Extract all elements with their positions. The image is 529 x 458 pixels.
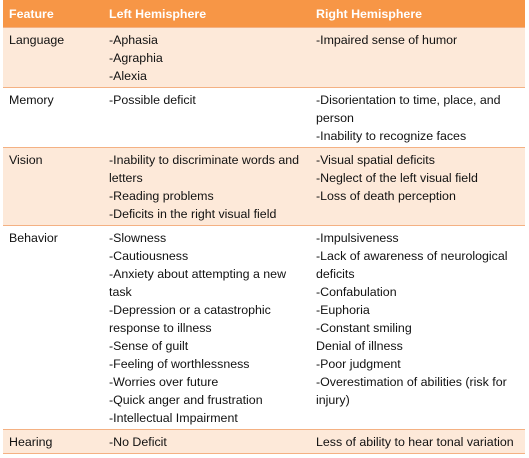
feature-cell: Language: [3, 27, 103, 88]
list-item: -Visual spatial deficits: [316, 153, 435, 167]
table-row: Behavior -Slowness -Cautiousness -Anxiety a…: [3, 225, 525, 430]
list-item: -Possible deficit: [109, 93, 196, 107]
left-hemisphere-cell: -Possible deficit: [103, 87, 310, 148]
table-row: Vision -Inability to discriminate words a…: [3, 147, 525, 226]
table-row: Language -Aphasia -Agraphia -Alexia -Impaire…: [3, 27, 525, 88]
list-item: -Aphasia: [109, 33, 158, 47]
list-item: -Anxiety about attempting a new task: [109, 267, 287, 299]
left-hemisphere-cell: -Aphasia -Agraphia -Alexia: [103, 27, 310, 88]
feature-cell: Memory: [3, 87, 103, 148]
list-item: -Loss of death perception: [316, 189, 456, 203]
list-item: -Sense of guilt: [109, 339, 189, 353]
header-cell: Left Hemisphere: [103, 0, 310, 28]
left-hemisphere-cell: -No Deficit: [103, 429, 310, 454]
right-hemisphere-cell: -Impulsiveness -Lack of awareness of neur…: [310, 225, 525, 430]
list-item: -No Deficit: [109, 435, 167, 449]
list-item: -Poor judgment: [316, 357, 401, 371]
feature-cell: Behavior: [3, 225, 103, 430]
list-item: -Worries over future: [109, 375, 219, 389]
list-item: -Inability to discriminate words and let…: [109, 153, 300, 185]
list-item: -Deficits in the right visual field: [109, 207, 277, 221]
header-cell: Feature: [3, 0, 103, 28]
feature-cell: Vision: [3, 147, 103, 226]
header-row: Feature Left Hemisphere Right Hemisphere: [3, 0, 525, 28]
list-item: -Quick anger and frustration: [109, 393, 263, 407]
comparison-table: Feature Left Hemisphere Right Hemisphere L…: [3, 0, 525, 454]
list-item: -Impulsiveness: [316, 231, 399, 245]
header-cell: Right Hemisphere: [310, 0, 525, 28]
table-row: Hearing -No Deficit Less of ability to hea…: [3, 429, 525, 454]
list-item: -Neglect of the left visual field: [316, 171, 478, 185]
list-item: -Impaired sense of humor: [316, 33, 458, 47]
list-item: -Disorientation to time, place, and pers…: [316, 93, 501, 125]
left-hemisphere-cell: -Slowness -Cautiousness -Anxiety about att…: [103, 225, 310, 430]
list-item: -Reading problems: [109, 189, 214, 203]
right-hemisphere-cell: -Visual spatial deficits -Neglect of the …: [310, 147, 525, 226]
right-hemisphere-cell: -Impaired sense of humor: [310, 27, 525, 88]
list-item: -Feeling of worthlessness: [109, 357, 250, 371]
list-item: -Intellectual Impairment: [109, 411, 238, 425]
feature-cell: Hearing: [3, 429, 103, 454]
list-item: -Overestimation of abilities (risk for i…: [316, 375, 507, 407]
list-item: -Lack of awareness of neurological defic…: [316, 249, 508, 281]
list-item: -Agraphia: [109, 51, 163, 65]
list-item: -Depression or a catastrophic response t…: [109, 303, 271, 335]
list-item: Denial of illness: [316, 339, 403, 353]
list-item: -Constant smiling: [316, 321, 412, 335]
left-hemisphere-cell: -Inability to discriminate words and let…: [103, 147, 310, 226]
list-item: -Euphoria: [316, 303, 370, 317]
table-row: Memory -Possible deficit -Disorientation t…: [3, 87, 525, 148]
list-item: -Cautiousness: [109, 249, 189, 263]
table-body: Language -Aphasia -Agraphia -Alexia -Impaire…: [3, 27, 525, 454]
list-item: -Confabulation: [316, 285, 397, 299]
right-hemisphere-cell: Less of ability to hear tonal variation: [310, 429, 525, 454]
right-hemisphere-cell: -Disorientation to time, place, and pers…: [310, 87, 525, 148]
list-item: -Alexia: [109, 69, 147, 83]
list-item: Less of ability to hear tonal variation: [316, 435, 514, 449]
list-item: -Slowness: [109, 231, 167, 245]
list-item: -Inability to recognize faces: [316, 129, 467, 143]
